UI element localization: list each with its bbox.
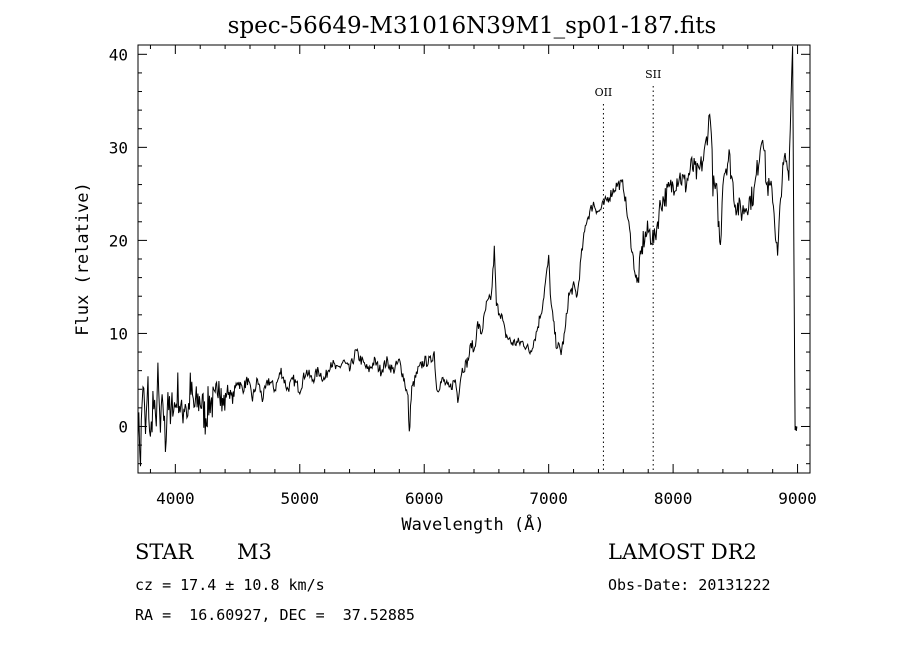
x-axis-label: Wavelength (Å)	[401, 513, 544, 535]
y-axis-label: Flux (relative)	[73, 182, 93, 336]
x-tick-label: 5000	[281, 489, 320, 508]
coordinates: RA = 16.60927, DEC = 37.52885	[135, 606, 415, 624]
x-tick-label: 4000	[156, 489, 195, 508]
x-axis: 4000 5000 6000 7000 8000 9000	[149, 45, 817, 508]
annotation-label: SII	[645, 68, 661, 81]
y-tick-label: 10	[109, 324, 128, 343]
x-tick-label: 8000	[654, 489, 693, 508]
plot-frame	[137, 44, 811, 474]
object-subclass: M3	[237, 540, 272, 564]
redshift-cz: cz = 17.4 ± 10.8 km/s	[135, 576, 325, 594]
x-tick-label: 7000	[529, 489, 568, 508]
object-type: STAR	[135, 540, 194, 564]
y-tick-label: 40	[109, 45, 128, 64]
annotation-label: OII	[595, 86, 613, 99]
y-axis: 0 10 20 30 40	[109, 45, 810, 465]
y-tick-label: 0	[118, 417, 128, 436]
x-tick-label: 9000	[778, 489, 817, 508]
observation-date: Obs-Date: 20131222	[608, 576, 771, 594]
chart-title: spec-56649-M31016N39M1_sp01-187.fits	[228, 13, 717, 39]
x-tick-label: 6000	[405, 489, 444, 508]
y-tick-label: 30	[109, 138, 128, 157]
y-tick-label: 20	[109, 231, 128, 250]
survey-name: LAMOST DR2	[608, 540, 757, 564]
spectrum-line	[137, 46, 798, 467]
annotation-lines: OII SII	[595, 68, 661, 473]
